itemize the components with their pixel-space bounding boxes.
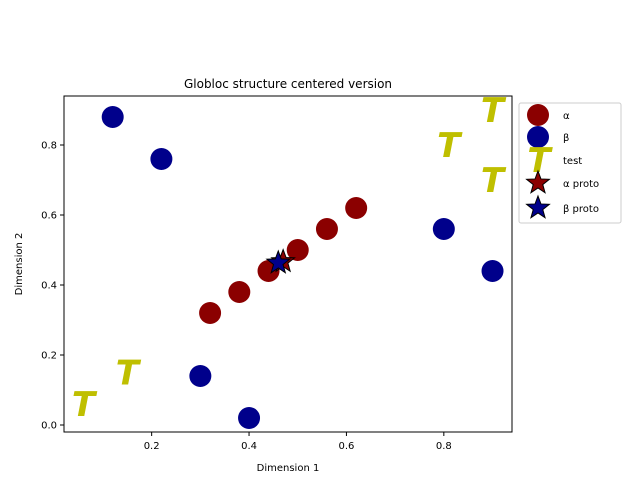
legend-alpha-marker	[527, 104, 549, 126]
x-tick-label: 0.8	[436, 441, 452, 452]
legend: α β T test α proto β proto	[518, 102, 622, 224]
chart-title: Globloc structure centered version	[184, 77, 392, 91]
prototype-star	[265, 249, 292, 274]
test-point-marker: T	[481, 91, 507, 131]
data-point	[199, 302, 222, 324]
y-tick-label: 0.2	[41, 351, 57, 362]
x-tick-label: 0.2	[144, 441, 160, 452]
data-point	[150, 148, 173, 170]
legend-beta-proto-marker	[525, 194, 551, 219]
data-point	[189, 365, 212, 387]
data-point	[345, 197, 368, 219]
data-point	[432, 218, 455, 240]
axis-ticks: 0.2 0.4 0.6 0.8 0.0 0.2 0.4 0.6 0.8	[41, 141, 452, 453]
data-point	[228, 281, 251, 303]
plot-frame	[63, 95, 513, 433]
test-point-marker: T	[437, 126, 463, 166]
data-point	[101, 106, 124, 128]
star-icon	[525, 169, 551, 194]
test-point-marker: T	[116, 354, 142, 394]
data-point	[238, 407, 261, 429]
legend-alpha-label: α	[563, 111, 570, 122]
legend-alpha-proto-label: α proto	[563, 179, 599, 190]
y-tick-label: 0.0	[41, 421, 57, 432]
legend-test-label: test	[563, 156, 582, 167]
data-point	[315, 218, 338, 240]
star-icon	[525, 194, 551, 219]
y-tick-label: 0.6	[41, 211, 57, 222]
legend-alpha-proto-marker	[525, 169, 551, 194]
x-tick-label: 0.6	[338, 441, 354, 452]
legend-beta-proto-label: β proto	[563, 204, 599, 215]
y-axis-label: Dimension 2	[14, 233, 25, 296]
x-tick-label: 0.4	[241, 441, 257, 452]
legend-beta-marker	[527, 126, 549, 148]
x-axis-label: Dimension 1	[257, 463, 320, 474]
legend-beta-label: β	[563, 133, 569, 144]
legend-test-marker: T	[527, 141, 553, 181]
data-point	[286, 239, 309, 261]
test-point-marker: T	[72, 385, 98, 425]
data-point	[481, 260, 504, 282]
y-tick-label: 0.8	[41, 141, 57, 152]
test-point-marker: T	[481, 161, 507, 201]
y-tick-label: 0.4	[41, 281, 57, 292]
